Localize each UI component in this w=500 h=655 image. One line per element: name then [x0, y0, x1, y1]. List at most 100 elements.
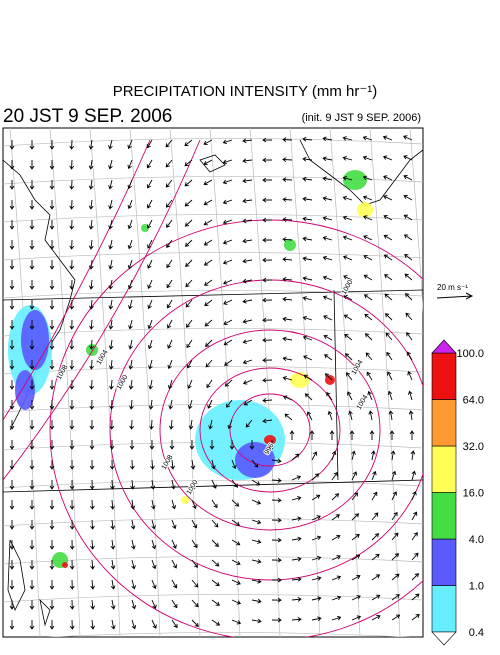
wind-arrow	[205, 359, 213, 368]
wind-arrow	[282, 157, 293, 162]
wind-arrow	[282, 197, 293, 202]
wind-arrow	[387, 390, 393, 401]
wind-arrow	[251, 559, 262, 564]
colorbar-label: 16.0	[463, 488, 484, 500]
wind-arrow	[151, 619, 157, 629]
wind-arrow	[351, 574, 361, 581]
valid-time: 20 JST 9 SEP. 2006	[3, 106, 172, 127]
wind-arrow	[29, 160, 35, 170]
wind-arrow	[324, 354, 333, 361]
wind-arrow	[351, 595, 361, 601]
isobar	[229, 393, 311, 467]
wind-arrow	[171, 499, 177, 510]
wind-arrow	[151, 539, 157, 550]
wind-arrow	[322, 295, 333, 301]
wind-arrow	[291, 496, 302, 501]
graticule	[3, 480, 423, 489]
wind-arrow	[171, 519, 177, 530]
wind-arrow	[363, 274, 373, 281]
wind-arrow	[131, 539, 136, 550]
wind-arrow	[128, 319, 133, 330]
wind-arrow	[49, 300, 55, 310]
precipitation-patch	[86, 344, 98, 356]
wind-arrow	[342, 136, 353, 141]
wind-arrow	[9, 260, 15, 270]
wind-arrow	[282, 257, 293, 262]
wind-arrow	[150, 479, 156, 490]
wind-arrow	[165, 199, 173, 208]
wind-arrow	[151, 579, 157, 590]
wind-arrow	[108, 219, 113, 230]
wind-arrow	[282, 137, 293, 143]
wind-arrow	[403, 174, 413, 181]
wind-arrow	[29, 400, 35, 410]
wind-arrow	[383, 195, 393, 201]
wind-arrow	[109, 379, 114, 390]
wind-arrow	[282, 276, 293, 282]
wind-arrow	[9, 440, 15, 450]
wind-arrow	[311, 596, 322, 601]
wind-arrow	[223, 299, 233, 305]
wind-arrow	[383, 254, 393, 261]
wind-arrow	[206, 379, 213, 389]
wind-arrow	[186, 319, 193, 328]
wind-arrow	[49, 280, 55, 290]
wind-arrow	[171, 619, 178, 629]
wind-arrow	[348, 410, 353, 421]
wind-arrow	[108, 319, 114, 330]
wind-arrow	[211, 539, 219, 547]
wind-arrow	[69, 239, 75, 250]
wind-arrow	[49, 600, 55, 610]
wind-arrow	[150, 459, 155, 470]
wind-arrow	[148, 359, 153, 370]
wind-arrow	[371, 574, 381, 581]
wind-arrow	[209, 440, 215, 450]
wind-arrow	[109, 440, 115, 450]
wind-arrow	[271, 577, 282, 583]
wind-arrow	[29, 260, 35, 270]
wind-arrow	[148, 399, 154, 410]
wind-arrow	[311, 494, 321, 501]
wind-arrow	[108, 299, 114, 310]
wind-arrow	[166, 239, 173, 248]
wind-arrow	[211, 559, 220, 567]
wind-arrow	[311, 451, 318, 461]
wind-arrow	[185, 279, 193, 288]
wind-arrow	[9, 620, 15, 630]
wind-arrow	[9, 200, 15, 210]
wind-arrow	[187, 399, 193, 410]
wind-arrow	[110, 519, 116, 530]
wind-arrow	[387, 371, 393, 381]
wind-arrow	[109, 419, 115, 430]
isobar	[159, 329, 381, 531]
precipitation-patch	[181, 496, 189, 504]
colorbar-label: 32.0	[463, 441, 484, 453]
wind-arrow	[242, 258, 253, 264]
wind-arrow	[211, 519, 219, 528]
wind-arrow	[148, 379, 154, 390]
wind-arrow	[146, 159, 153, 169]
wind-arrow	[291, 596, 302, 602]
wind-arrow	[363, 294, 373, 301]
wind-arrow	[29, 600, 35, 610]
wind-arrow	[222, 259, 233, 265]
wind-arrow	[147, 239, 153, 249]
wind-arrow	[29, 360, 35, 370]
wind-arrow	[291, 536, 302, 542]
wind-arrow	[363, 235, 373, 241]
graticule	[129, 128, 161, 637]
wind-arrow	[29, 420, 35, 430]
wind-arrow	[184, 159, 193, 167]
wind-arrow	[384, 313, 393, 321]
wind-arrow	[351, 492, 359, 501]
wind-arrow	[49, 340, 55, 350]
wind-arrow	[129, 459, 135, 470]
wind-arrow	[49, 180, 55, 190]
wind-arrow	[249, 440, 255, 450]
wind-arrow	[89, 399, 95, 410]
wind-arrow	[411, 593, 420, 601]
wind-arrow	[242, 379, 253, 385]
wind-arrow	[69, 279, 75, 290]
wind-arrow	[331, 534, 341, 541]
wind-arrow	[322, 156, 333, 162]
